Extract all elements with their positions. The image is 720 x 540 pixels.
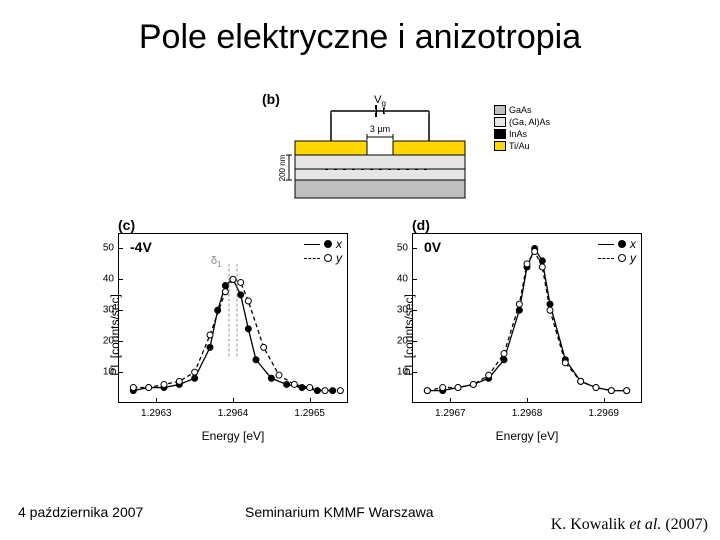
legend-marker-icon	[324, 254, 332, 262]
chart-d: (d)PL [counts/sec]Energy [eV]10203040501…	[364, 225, 650, 445]
slide-title: Pole elektryczne i anizotropia	[0, 0, 720, 57]
legend-item: x	[304, 237, 342, 251]
chart-legend: xy	[598, 237, 636, 265]
material-label: (Ga, Al)As	[509, 117, 550, 127]
material-label: GaAs	[509, 105, 532, 115]
material-item: InAs	[494, 129, 550, 139]
material-label: Ti/Au	[509, 141, 530, 151]
legend-marker-icon	[618, 240, 626, 248]
material-item: (Ga, Al)As	[494, 117, 550, 127]
legend-marker-icon	[324, 240, 332, 248]
chart-legend: xy	[304, 237, 342, 265]
material-swatch	[494, 105, 506, 115]
footer-date: 4 października 2007	[18, 504, 143, 520]
material-swatch	[494, 117, 506, 127]
citation-year: (2007)	[665, 516, 708, 533]
legend-item: y	[304, 251, 342, 265]
schematic-panel: (b) 3 µm200 nmVg GaAs(Ga, Al)AsInAsTi/Au	[270, 95, 550, 200]
svg-text:200 nm: 200 nm	[278, 154, 287, 181]
legend-item: y	[598, 251, 636, 265]
material-item: Ti/Au	[494, 141, 550, 151]
citation-etal: et al.	[629, 516, 661, 533]
svg-text:3 µm: 3 µm	[370, 124, 390, 134]
legend-item: x	[598, 237, 636, 251]
material-swatch	[494, 129, 506, 139]
legend-marker-icon	[618, 254, 626, 262]
material-legend: GaAs (Ga, Al)As InAs Ti/Au	[494, 105, 550, 153]
chart-c: (c)PL [counts/sec]Energy [eV]10203040501…	[70, 225, 356, 445]
footer-venue: Seminarium KMMF Warszawa	[245, 504, 434, 520]
panel-label-b: (b)	[262, 91, 280, 107]
material-swatch	[494, 141, 506, 151]
citation-author: K. Kowalik	[551, 516, 626, 533]
material-item: GaAs	[494, 105, 550, 115]
figure-area: (b) 3 µm200 nmVg GaAs(Ga, Al)AsInAsTi/Au…	[70, 95, 650, 455]
delta-label: δ1	[211, 255, 222, 269]
footer-citation: K. Kowalik et al. (2007)	[551, 516, 708, 534]
charts-row: (c)PL [counts/sec]Energy [eV]10203040501…	[70, 225, 650, 445]
material-label: InAs	[509, 129, 527, 139]
